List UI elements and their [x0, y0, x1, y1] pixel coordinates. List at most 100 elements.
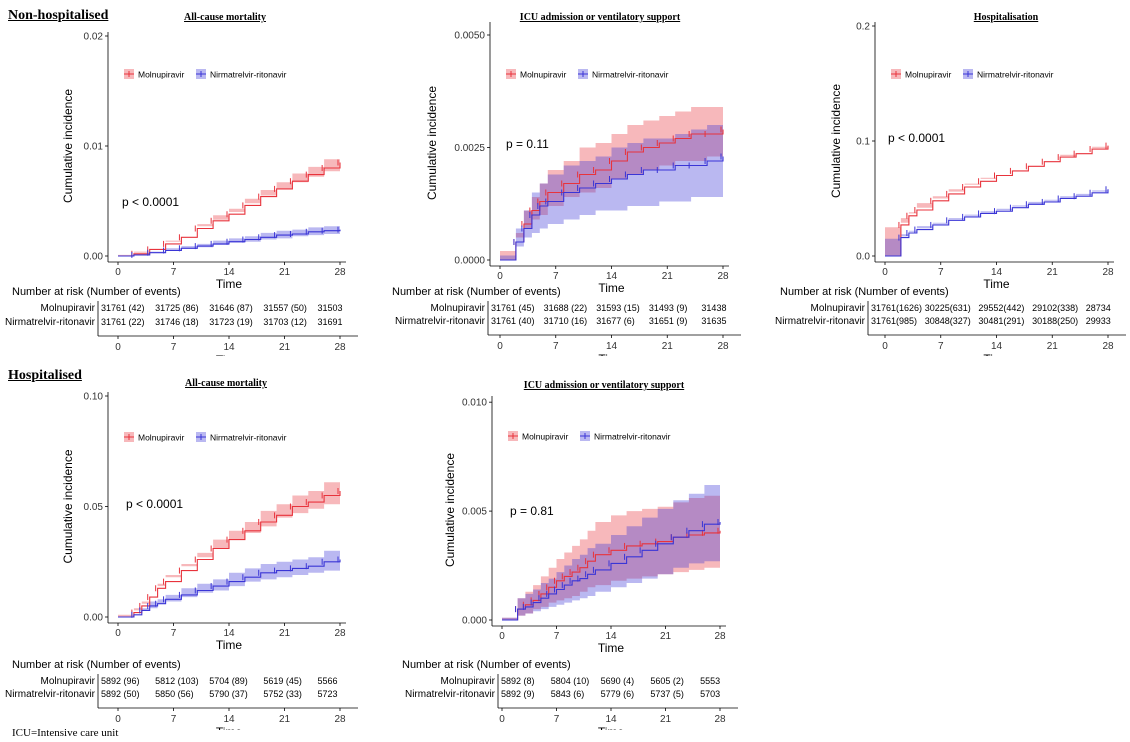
y-tick-label: 0.0 [856, 252, 870, 263]
y-tick-label: 0.0025 [454, 143, 485, 154]
x-tick-label: 21 [1047, 267, 1059, 278]
y-tick-label: 0.0000 [454, 256, 485, 267]
y-tick-label: 0.00 [84, 252, 104, 263]
x-tick-label: 0 [497, 271, 503, 282]
x-tick-label: 7 [171, 628, 177, 639]
risk-table-title: Number at risk (Number of events) [12, 286, 181, 298]
y-tick-label: 0.10 [84, 392, 104, 403]
y-tick-label: 0.02 [84, 32, 104, 43]
y-axis-label: Cumulative incidence [61, 89, 75, 203]
risk-cell: 5723 [318, 689, 338, 699]
p-value: p = 0.11 [506, 137, 549, 151]
risk-x-tick-label: 21 [279, 342, 291, 353]
ci-band-nirmatrelvir [885, 187, 1108, 256]
risk-cell: 31503 [318, 303, 343, 313]
risk-x-tick-label: 28 [334, 342, 346, 353]
km-curve-molnupiravir [118, 491, 341, 618]
risk-x-tick-label: 28 [1102, 341, 1114, 352]
risk-cell: 31593 (15) [596, 303, 640, 313]
x-tick-label: 21 [662, 271, 674, 282]
risk-cell: 31761 (42) [101, 303, 145, 313]
risk-x-tick-label: 14 [606, 341, 618, 352]
x-tick-label: 28 [334, 267, 346, 278]
x-axis-label: Time [598, 641, 625, 655]
risk-cell: 5892 (9) [501, 689, 535, 699]
risk-x-tick-label: 7 [553, 341, 559, 352]
risk-row-label: Nirmatrelvir-ritonavir [395, 316, 486, 327]
km-curve-nirmatrelvir [118, 229, 341, 257]
p-value: p < 0.0001 [888, 131, 945, 145]
ci-band-molnupiravir [502, 493, 720, 620]
risk-cell: 31438 [701, 303, 726, 313]
risk-x-tick-label: 28 [334, 714, 346, 725]
y-tick-label: 0.000 [462, 616, 487, 627]
risk-x-tick-label: 7 [171, 342, 177, 353]
x-axis-label: Time [216, 277, 243, 291]
risk-x-tick-label: 28 [717, 341, 729, 352]
legend-label: Molnupiravir [520, 70, 566, 80]
risk-cell: 5779 (6) [601, 689, 635, 699]
risk-cell: 29102(338) [1032, 303, 1078, 313]
risk-cell: 30848(327) [925, 316, 971, 326]
legend-label: Molnupiravir [138, 433, 184, 443]
x-tick-label: 14 [605, 631, 617, 642]
legend-label: Molnupiravir [522, 432, 568, 442]
risk-cell: 30188(250) [1032, 316, 1078, 326]
risk-cell: 5704 (89) [209, 676, 248, 686]
risk-x-axis-label: Time [216, 353, 243, 356]
legend-label: Nirmatrelvir-ritonavir [592, 70, 669, 80]
risk-row-label: Nirmatrelvir-ritonavir [405, 689, 496, 700]
risk-cell: 31746 (18) [155, 317, 199, 327]
risk-x-tick-label: 7 [171, 714, 177, 725]
risk-x-axis-label: Time [983, 352, 1010, 356]
risk-cell: 31761 (22) [101, 317, 145, 327]
risk-table-title: Number at risk (Number of events) [12, 659, 181, 671]
km-curve-nirmatrelvir [502, 522, 721, 621]
y-tick-label: 0.2 [856, 22, 870, 33]
risk-cell: 5843 (6) [551, 689, 585, 699]
risk-cell: 29933 [1086, 316, 1111, 326]
x-tick-label: 28 [334, 628, 346, 639]
km-panel-hosp-icu: ICU admission or ventilatory support 0.00… [402, 380, 738, 730]
x-tick-label: 0 [115, 267, 121, 278]
risk-cell: 5892 (50) [101, 689, 140, 699]
risk-cell: 31677 (6) [596, 316, 635, 326]
x-tick-label: 7 [554, 631, 560, 642]
risk-x-tick-label: 14 [223, 342, 235, 353]
risk-x-tick-label: 14 [223, 714, 235, 725]
x-tick-label: 0 [499, 631, 505, 642]
risk-cell: 5737 (5) [650, 689, 684, 699]
risk-cell: 31723 (19) [209, 317, 253, 327]
p-value: p = 0.81 [510, 504, 554, 518]
panel-title: All-cause mortality [184, 12, 266, 23]
ci-band-nirmatrelvir [118, 225, 340, 256]
risk-x-axis-label: Time [598, 352, 625, 356]
risk-cell: 5703 [700, 689, 720, 699]
risk-x-tick-label: 7 [554, 714, 560, 725]
x-tick-label: 7 [938, 267, 944, 278]
risk-cell: 31761 (45) [491, 303, 535, 313]
y-tick-label: 0.01 [84, 142, 104, 153]
risk-cell: 31557 (50) [263, 303, 307, 313]
x-tick-label: 21 [279, 267, 291, 278]
risk-cell: 30481(291) [978, 316, 1024, 326]
risk-cell: 5850 (56) [155, 689, 194, 699]
risk-cell: 31493 (9) [649, 303, 688, 313]
risk-x-tick-label: 14 [605, 714, 617, 725]
x-tick-label: 21 [660, 631, 672, 642]
km-panel-nonhosp-hospitalisation: Hospitalisation 0.0 0.1 0.2 0 7 14 21 28 Time Cumu… [775, 12, 1126, 356]
risk-row-label: Molnupiravir [41, 303, 96, 314]
risk-row-label: Nirmatrelvir-ritonavir [5, 689, 96, 700]
y-tick-label: 0.0050 [454, 31, 485, 42]
risk-x-tick-label: 0 [497, 341, 503, 352]
risk-x-tick-label: 21 [279, 714, 291, 725]
risk-cell: 5790 (37) [209, 689, 248, 699]
section-title-non-hospitalised: Non-hospitalised [8, 8, 109, 23]
risk-row-label: Nirmatrelvir-ritonavir [5, 317, 96, 328]
km-curve-nirmatrelvir [118, 559, 341, 618]
risk-cell: 5812 (103) [155, 676, 199, 686]
risk-x-tick-label: 0 [115, 342, 121, 353]
risk-cell: 29552(442) [978, 303, 1024, 313]
section-title-hospitalised: Hospitalised [8, 368, 82, 383]
km-panel-hosp-mortality: All-cause mortality 0.00 0.05 0.10 0 7 14 21 28 T… [5, 378, 358, 730]
